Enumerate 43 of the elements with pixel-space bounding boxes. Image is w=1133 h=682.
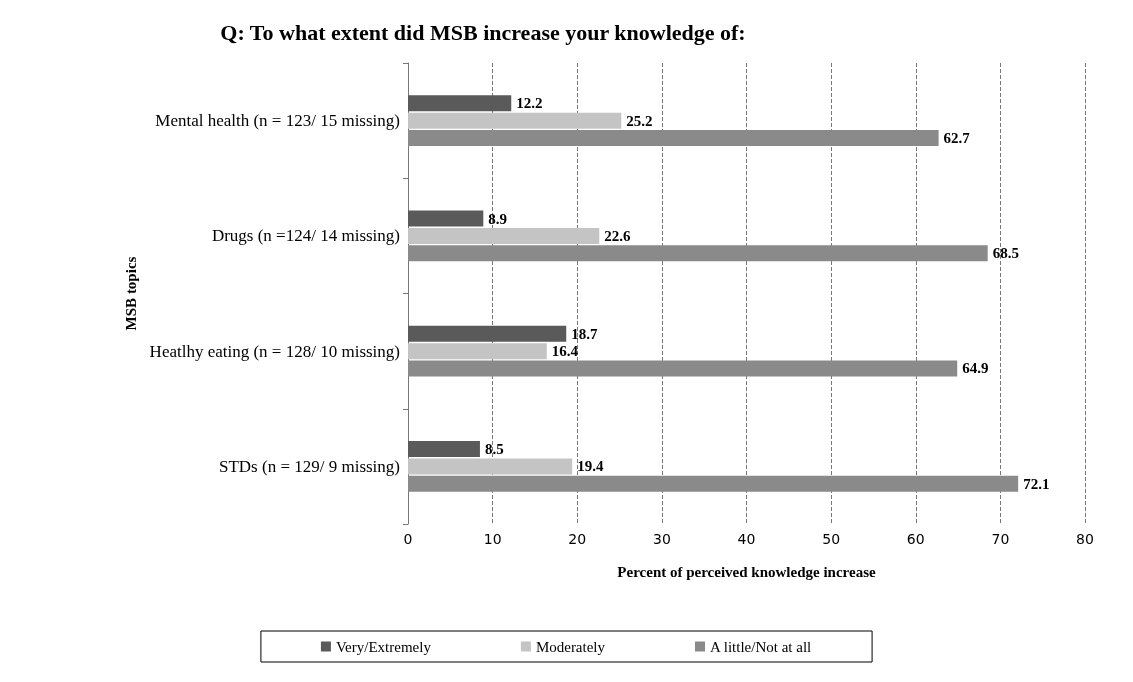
data-label: 12.2 bbox=[516, 95, 543, 112]
bar bbox=[408, 112, 622, 129]
x-tick-label: 30 bbox=[652, 531, 671, 547]
legend-label: Very/Extremely bbox=[335, 638, 432, 655]
data-label: 8.9 bbox=[488, 210, 508, 227]
data-label: 72.1 bbox=[1023, 475, 1050, 492]
bar bbox=[408, 343, 547, 360]
x-tick-label: 40 bbox=[737, 531, 756, 547]
y-axis-title: MSB topics bbox=[122, 256, 139, 331]
bar bbox=[408, 458, 573, 475]
x-tick-label: 0 bbox=[403, 531, 413, 547]
bar bbox=[408, 129, 939, 146]
y-tick-label: Heatlhy eating (n = 128/ 10 missing) bbox=[149, 341, 400, 361]
data-label: 25.2 bbox=[626, 112, 653, 129]
data-label: 22.6 bbox=[604, 227, 631, 244]
data-label: 8.5 bbox=[484, 441, 504, 458]
bar bbox=[408, 95, 512, 112]
y-tick-label: STDs (n = 129/ 9 missing) bbox=[218, 456, 400, 476]
x-tick-label: 10 bbox=[483, 531, 502, 547]
x-tick-label: 50 bbox=[822, 531, 841, 547]
data-label: 16.4 bbox=[551, 343, 579, 360]
x-tick-label: 80 bbox=[1076, 531, 1094, 547]
y-tick-label: Mental health (n = 123/ 15 missing) bbox=[155, 111, 400, 131]
data-label: 62.7 bbox=[943, 129, 971, 146]
bar bbox=[408, 441, 480, 458]
bar bbox=[408, 227, 600, 244]
data-label: 18.7 bbox=[571, 325, 598, 342]
x-tick-label: 60 bbox=[906, 531, 925, 547]
data-label: 64.9 bbox=[962, 360, 989, 377]
bar bbox=[408, 210, 484, 227]
bar bbox=[408, 360, 958, 377]
bar bbox=[408, 325, 567, 342]
bar bbox=[408, 245, 988, 262]
x-tick-label: 20 bbox=[568, 531, 587, 547]
data-label: 19.4 bbox=[577, 458, 604, 475]
x-tick-label: 70 bbox=[991, 531, 1010, 547]
chart-title: Q: To what extent did MSB increase your knowledge of: bbox=[220, 19, 746, 45]
legend-label: A little/Not at all bbox=[710, 638, 812, 655]
bar bbox=[408, 475, 1019, 492]
data-label: 68.5 bbox=[992, 245, 1019, 262]
y-tick-label: Drugs (n =124/ 14 missing) bbox=[211, 226, 400, 246]
x-axis-title: Percent of perceived knowledge increase bbox=[617, 563, 876, 580]
legend-label: Moderately bbox=[535, 638, 606, 655]
